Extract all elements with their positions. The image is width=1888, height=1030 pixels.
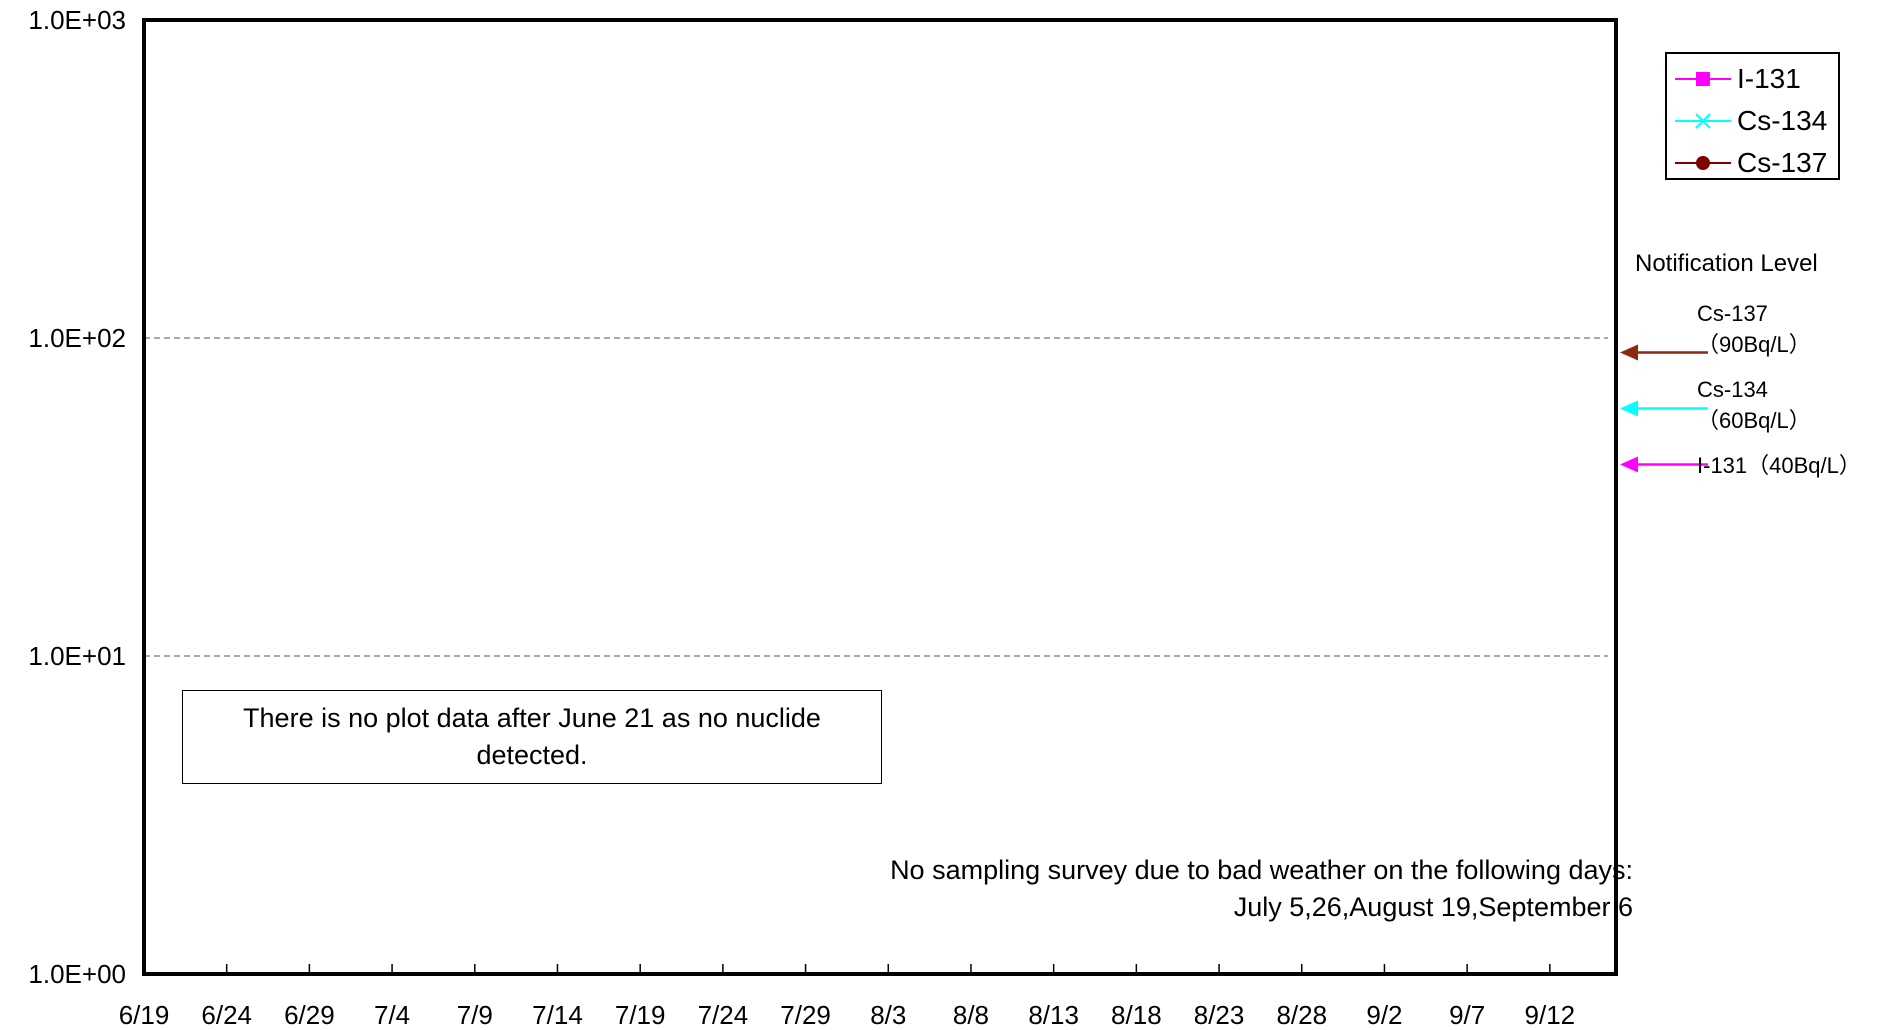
notification-label-line2: （90Bq/L）	[1697, 332, 1811, 357]
notification-label-line2: （60Bq/L）	[1697, 408, 1811, 433]
legend-label: I-131	[1737, 63, 1801, 94]
legend-item-cs137: Cs-137	[1667, 142, 1838, 184]
y-tick-label: 1.0E+00	[28, 959, 126, 989]
weather-annotation-line2: July 5,26,August 19,September 6	[1233, 892, 1633, 922]
circle-marker-icon	[1675, 156, 1731, 170]
x-tick-label: 6/19	[119, 1000, 170, 1030]
x-tick-label: 9/2	[1366, 1000, 1402, 1030]
x-tick-label: 9/7	[1449, 1000, 1485, 1030]
legend: I-131 Cs-134 Cs-137	[1665, 52, 1840, 180]
x-tick-label: 7/29	[780, 1000, 831, 1030]
notification-label-i131: I-131（40Bq/L）	[1697, 450, 1861, 481]
square-marker-icon	[1675, 72, 1731, 86]
notification-label-cs137: Cs-137 （90Bq/L）	[1697, 298, 1811, 360]
notification-arrowhead	[1620, 344, 1638, 361]
notification-arrows	[1620, 344, 1708, 473]
x-tick-label: 7/4	[374, 1000, 410, 1030]
x-tick-label: 8/28	[1276, 1000, 1327, 1030]
x-tick-label: 6/29	[284, 1000, 335, 1030]
y-tick-label: 1.0E+03	[28, 5, 126, 35]
notification-label-line1: Cs-137	[1697, 301, 1768, 326]
y-tick-label: 1.0E+02	[28, 323, 126, 353]
x-tick-label: 8/8	[953, 1000, 989, 1030]
x-tick-label: 7/14	[532, 1000, 583, 1030]
no-data-annotation: There is no plot data after June 21 as n…	[182, 690, 882, 784]
x-tick-label: 8/18	[1111, 1000, 1162, 1030]
notification-arrowhead	[1620, 456, 1638, 473]
gridlines	[144, 337, 1608, 657]
notification-label-line1: Cs-134	[1697, 377, 1768, 402]
weather-annotation: No sampling survey due to bad weather on…	[890, 852, 1633, 926]
legend-label: Cs-137	[1737, 147, 1828, 178]
plot-area	[142, 18, 1618, 976]
x-marker-icon	[1675, 113, 1731, 129]
y-tick-label: 1.0E+01	[28, 641, 126, 671]
weather-annotation-line1: No sampling survey due to bad weather on…	[890, 855, 1633, 885]
x-tick-label: 7/19	[615, 1000, 666, 1030]
legend-item-i131: I-131	[1667, 58, 1838, 100]
x-tick-label: 7/9	[457, 1000, 493, 1030]
legend-label: Cs-134	[1737, 105, 1828, 136]
legend-item-cs134: Cs-134	[1667, 100, 1838, 142]
notification-label-cs134: Cs-134 （60Bq/L）	[1697, 374, 1811, 436]
x-tick-label: 9/12	[1525, 1000, 1576, 1030]
x-tick-label: 8/23	[1194, 1000, 1245, 1030]
x-axis: 6/19 6/24 6/29 7/4 7/9 7/14 7/19 7/24 7/29 8/3 8/8…	[119, 964, 1575, 1030]
x-tick-label: 8/3	[870, 1000, 906, 1030]
y-axis: 1.0E+00 1.0E+01 1.0E+02 1.0E+03	[28, 5, 126, 989]
x-tick-label: 7/24	[698, 1000, 749, 1030]
x-tick-label: 6/24	[201, 1000, 252, 1030]
notification-label-line1: I-131（40Bq/L）	[1697, 453, 1861, 478]
notification-level-title: Notification Level	[1635, 250, 1818, 277]
x-tick-label: 8/13	[1028, 1000, 1079, 1030]
notification-arrowhead	[1620, 400, 1638, 417]
